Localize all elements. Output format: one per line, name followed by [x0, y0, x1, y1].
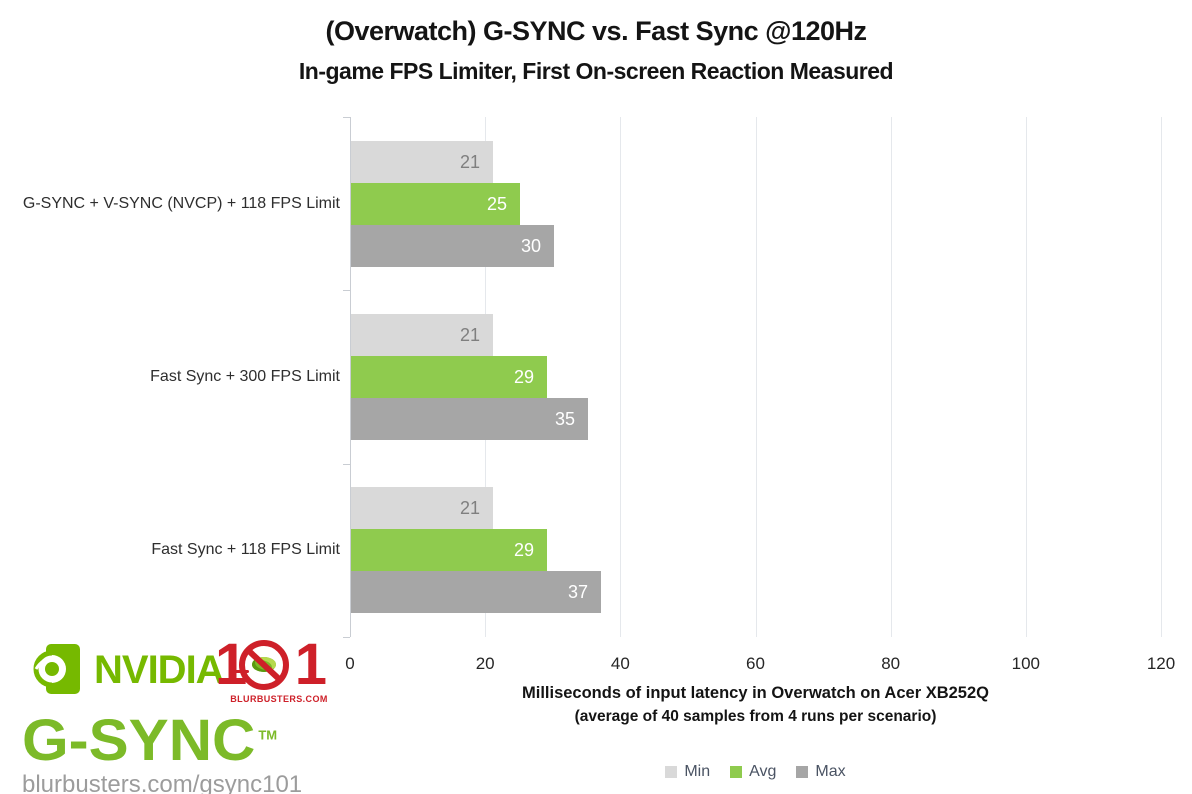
nvidia-eye-icon: [33, 644, 80, 694]
chart-subtitle: In-game FPS Limiter, First On-screen Rea…: [298, 58, 894, 84]
bar-max-1: [351, 225, 554, 267]
gsync-text: G-SYNC: [22, 707, 256, 773]
gridline-120: [1161, 117, 1162, 637]
legend-swatch-avg: [730, 766, 743, 778]
bar-avg-1: [351, 183, 520, 225]
legend-swatch-max: [796, 766, 809, 778]
category-label-1: G-SYNC + V-SYNC (NVCP) + 118 FPS Limit: [22, 195, 340, 212]
bar-value-max-3: 37: [567, 582, 588, 602]
value-axis-line: [350, 117, 351, 637]
motion-streak-icon: [231, 670, 249, 673]
legend-item-max: Max: [796, 763, 846, 781]
category-tickmark: [343, 637, 350, 638]
gridline-100: [1025, 117, 1027, 637]
x-tick-0: 0: [345, 654, 355, 673]
blurbusters-url: blurbusters.com/gsync101: [22, 771, 303, 794]
legend-label-avg: Avg: [749, 763, 777, 780]
x-axis-title-line2: (average of 40 samples from 4 runs per s…: [574, 708, 937, 725]
category-tickmark: [343, 290, 350, 291]
bar-value-max-1: 30: [520, 236, 541, 256]
x-tick-100: 100: [1011, 654, 1041, 673]
legend-label-max: Max: [815, 763, 846, 780]
gsync-logo-block: NVIDIA 1 1 BLURBUSTERS.COM G-SYNC TM blur…: [22, 636, 332, 794]
bar-value-min-1: 21: [459, 152, 480, 172]
bar-max-3: [351, 571, 601, 613]
bar-value-avg-1: 25: [486, 194, 507, 214]
bar-avg-3: [351, 529, 547, 571]
x-tick-80: 80: [881, 654, 901, 673]
plot-area: 21 25 30 21 29 35 21 29 37: [343, 117, 1162, 638]
x-axis-title-line1: Milliseconds of input latency in Overwat…: [521, 684, 989, 702]
bar-avg-2: [351, 356, 547, 398]
bar-max-2: [351, 398, 588, 440]
category-label-3: Fast Sync + 118 FPS Limit: [151, 541, 340, 558]
bar-value-avg-2: 29: [513, 367, 534, 387]
prohibition-sign-icon: [231, 640, 289, 690]
legend-swatch-min: [665, 766, 678, 778]
x-tick-40: 40: [610, 654, 630, 673]
gridline-80: [890, 117, 892, 637]
bar-min-1: [351, 141, 493, 183]
x-tick-20: 20: [475, 654, 495, 673]
bar-value-min-2: 21: [459, 325, 480, 345]
x-tick-120: 120: [1146, 654, 1176, 673]
badge-digit-1-right: 1: [294, 632, 327, 697]
blurbusters-site-caption: BLURBUSTERS.COM: [230, 694, 328, 704]
nvidia-logo-row: NVIDIA 1 1 BLURBUSTERS.COM: [22, 636, 332, 704]
bar-value-max-2: 35: [554, 409, 575, 429]
gridline-40: [620, 117, 622, 637]
chart-title: (Overwatch) G-SYNC vs. Fast Sync @120Hz: [325, 16, 867, 46]
x-tick-60: 60: [746, 654, 765, 673]
gridline-60: [755, 117, 757, 637]
legend-label-min: Min: [684, 763, 711, 780]
legend-item-avg: Avg: [730, 763, 776, 781]
category-tickmark: [343, 117, 350, 118]
bar-value-min-3: 21: [459, 498, 480, 518]
chart-legend: Min Avg Max: [350, 763, 1161, 781]
bar-min-3: [351, 487, 493, 529]
trademark-symbol: TM: [258, 727, 278, 743]
category-tickmark: [343, 464, 350, 465]
legend-item-min: Min: [665, 763, 710, 781]
blurbusters-101-badge: 1 1 BLURBUSTERS.COM: [215, 636, 333, 708]
category-label-2: Fast Sync + 300 FPS Limit: [150, 368, 340, 385]
bar-value-avg-3: 29: [513, 540, 534, 560]
gsync-wordmark: G-SYNC TM: [22, 708, 332, 769]
nvidia-wordmark: NVIDIA: [94, 648, 225, 692]
bar-min-2: [351, 314, 493, 356]
